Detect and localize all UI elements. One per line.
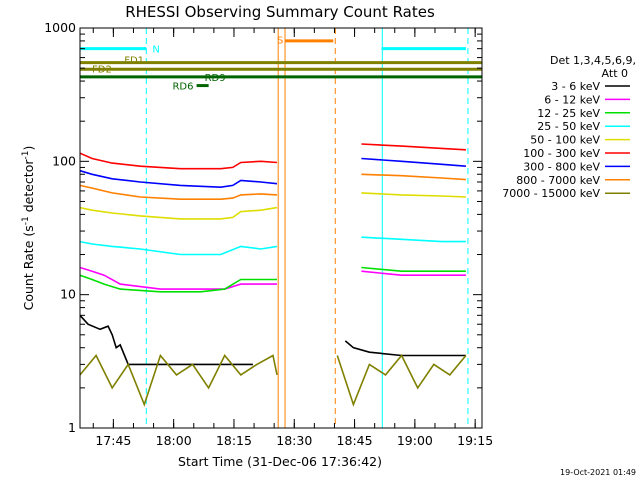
series-line-6-12-kev: [361, 270, 466, 277]
series-line-800-7000-kev: [361, 173, 466, 181]
y-axis-label: Count Rate (s-1 detector-1): [21, 146, 36, 311]
flag-label-rd9: RD9: [205, 73, 226, 84]
y-axis-label-close: ): [21, 146, 36, 151]
y-axis-label-main: Count Rate (s: [21, 225, 36, 310]
series-line-50-100-kev: [79, 206, 278, 220]
y-axis-label-unit: detector: [21, 159, 36, 217]
y-axis: 1 10 100 1000: [44, 20, 482, 435]
x-tick-label: 18:00: [156, 433, 192, 448]
series-line-7000-15000-kev: [79, 353, 278, 407]
y-tick-label: 1000: [44, 20, 76, 35]
legend-label: 300 - 800 keV: [523, 160, 600, 173]
series-line-50-100-kev: [361, 192, 466, 198]
flag-label-rd6: RD6: [172, 82, 193, 93]
y-tick-label: 10: [60, 287, 76, 302]
series-line-100-300-kev: [79, 152, 278, 170]
legend-header-2: Att 0: [602, 67, 628, 80]
series-line-25-50-kev: [79, 240, 278, 256]
generation-timestamp: 19-Oct-2021 01:49: [560, 468, 636, 477]
series-line-300-800-kev: [361, 157, 466, 167]
series-line-300-800-kev: [79, 169, 278, 189]
x-tick-label: 18:30: [276, 433, 312, 448]
legend-label: 100 - 300 keV: [523, 147, 600, 160]
legend-label: 7000 - 15000 keV: [502, 187, 600, 200]
y-tick-label: 1: [68, 420, 76, 435]
x-tick-label: 19:15: [457, 433, 493, 448]
chart-title: RHESSI Observing Summary Count Rates: [125, 3, 435, 21]
legend-label: 12 - 25 keV: [537, 107, 600, 120]
x-tick-label: 18:15: [216, 433, 252, 448]
y-axis-label-superscript-2: -1: [21, 151, 31, 160]
series-line-12-25-kev: [361, 266, 466, 273]
flag-label-s: S: [277, 35, 283, 46]
legend-label: 800 - 7000 keV: [516, 174, 600, 187]
x-tick-label: 18:45: [337, 433, 373, 448]
legend-label: 25 - 50 keV: [537, 120, 600, 133]
flag-label-fd1: FD1: [124, 56, 144, 67]
flag-label-fd2: FD2: [92, 65, 112, 76]
legend-label: 6 - 12 keV: [544, 93, 600, 106]
x-axis-label: Start Time (31-Dec-06 17:36:42): [178, 454, 382, 469]
series-line-3-6-kev: [344, 340, 466, 357]
series-line-6-12-kev: [79, 266, 277, 290]
series-line-25-50-kev: [361, 236, 466, 243]
flag-label-n: N: [152, 45, 159, 56]
series-line-7000-15000-kev: [336, 354, 467, 407]
y-tick-label: 100: [52, 153, 76, 168]
series-line-800-7000-kev: [79, 184, 278, 200]
plot-frame: [79, 27, 483, 429]
flag-bars: N FD1 FD2 RD9 RD6 S: [80, 35, 482, 93]
x-tick-label: 19:00: [397, 433, 433, 448]
series-line-3-6-kev: [79, 314, 253, 366]
series-line-12-25-kev: [79, 274, 277, 293]
legend-label: 50 - 100 keV: [530, 134, 600, 147]
legend-header-1: Det 1,3,4,5,6,9,: [550, 54, 636, 67]
vertical-markers: [79, 28, 469, 428]
x-tick-label: 17:45: [95, 433, 131, 448]
plot-series: [79, 143, 467, 407]
legend-label: 3 - 6 keV: [551, 80, 600, 93]
series-line-100-300-kev: [361, 143, 466, 151]
y-axis-label-superscript: -1: [21, 216, 31, 225]
x-axis: 17:45 18:00 18:15 18:30 18:45 19:00 19:15: [92, 28, 493, 448]
